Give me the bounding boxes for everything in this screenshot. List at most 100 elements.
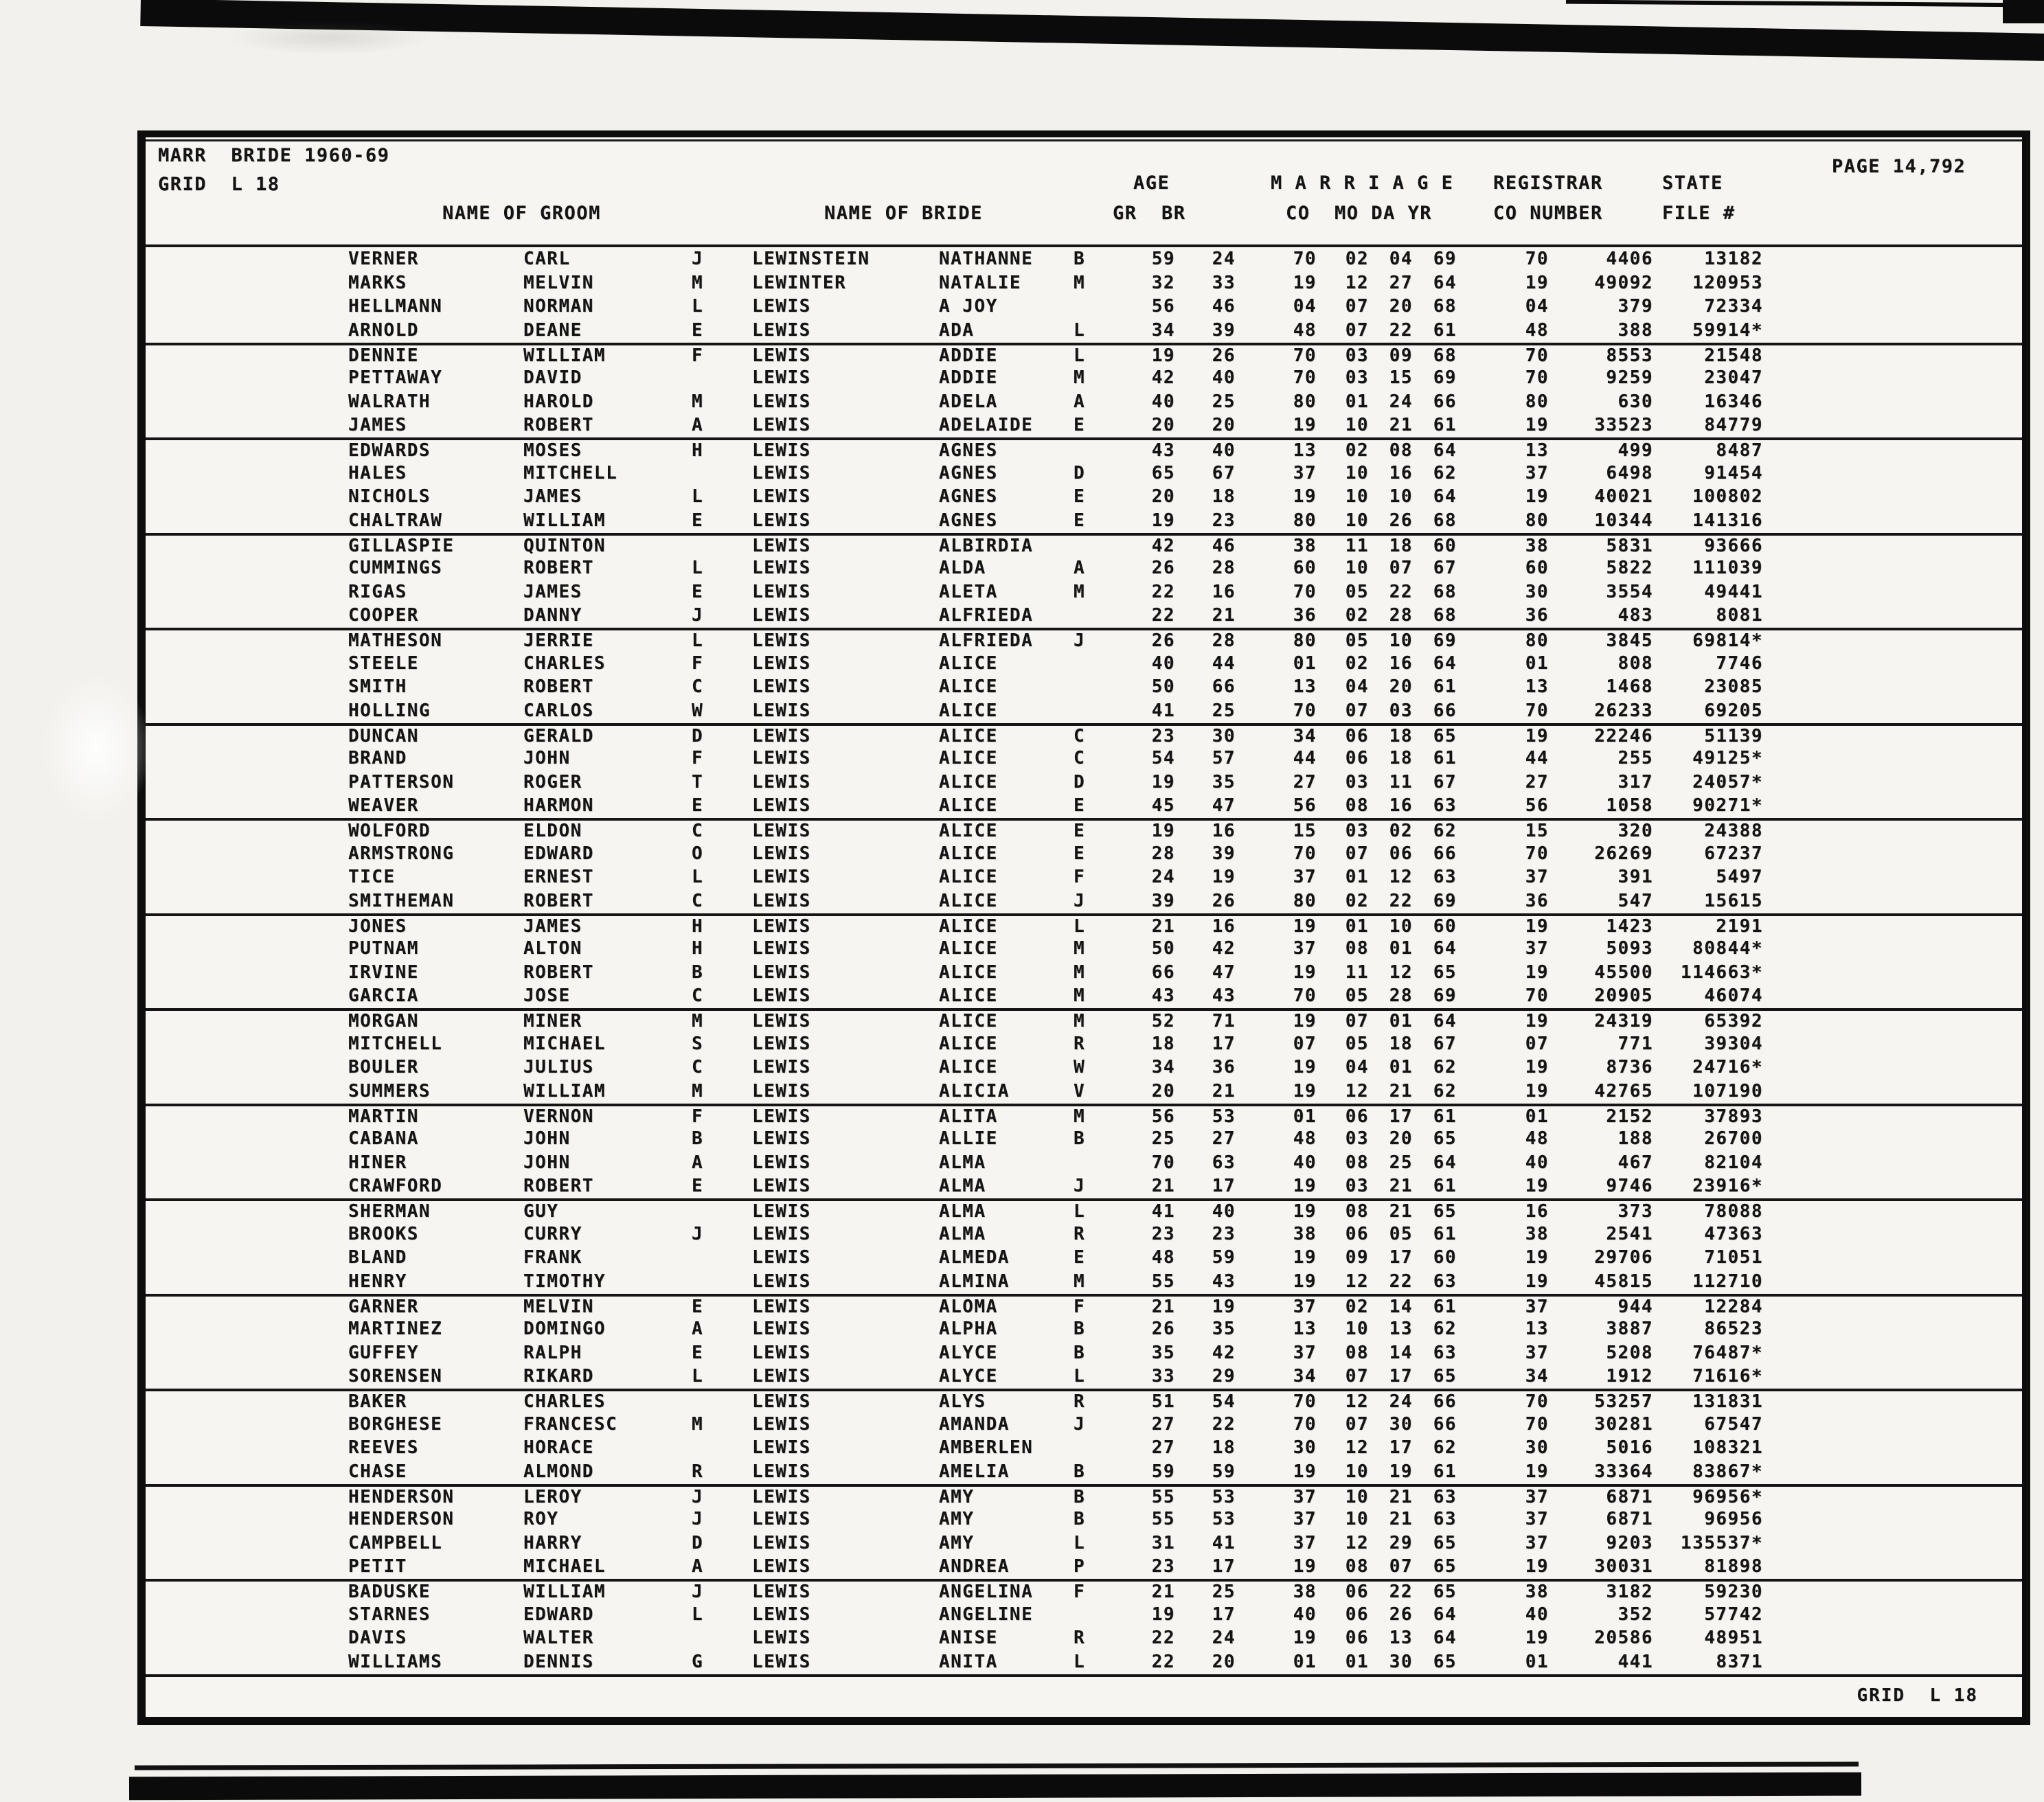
table-row: RIGAS JAMES E LEWIS ALETA M 22 16 70 05 22 68 30 3554…: [146, 580, 2022, 604]
groom-surname: PETTAWAY: [348, 367, 443, 389]
groom-middle-initial: R: [692, 1461, 704, 1482]
age-bride: 23: [1212, 510, 1236, 531]
marriage-county: 04: [1293, 296, 1317, 317]
registrar-number: 22246: [1594, 725, 1653, 746]
registrar-county: 19: [1525, 1080, 1549, 1102]
registrar-county: 36: [1525, 605, 1549, 626]
age-bride: 47: [1212, 961, 1236, 983]
bride-first-name: AGNES: [939, 440, 998, 461]
marriage-month: 11: [1345, 961, 1369, 983]
age-bride: 29: [1212, 1366, 1236, 1387]
marriage-county: 70: [1293, 1413, 1317, 1435]
groom-first-name: ROBERT: [523, 1176, 594, 1197]
marriage-county: 70: [1293, 345, 1317, 366]
registrar-county: 40: [1525, 1604, 1549, 1625]
registrar-number: 30281: [1594, 1413, 1653, 1435]
marriage-county: 37: [1293, 1342, 1317, 1363]
marriage-year: 62: [1433, 462, 1457, 483]
registrar-county: 13: [1525, 676, 1549, 698]
age-bride: 43: [1212, 985, 1236, 1007]
state-file-number: 108321: [1692, 1437, 1763, 1459]
registrar-number: 391: [1617, 867, 1653, 888]
age-bride: 43: [1212, 1270, 1236, 1292]
bride-surname: LEWIS: [752, 1486, 811, 1507]
state-file-number: 47363: [1704, 1223, 1763, 1244]
marriage-county: 38: [1293, 1223, 1317, 1244]
marriage-month: 06: [1345, 725, 1369, 746]
bride-first-name: ALMINA: [939, 1270, 1010, 1292]
marriage-day: 07: [1389, 1556, 1413, 1577]
table-row: CABANA JOHN B LEWIS ALLIE B 25 27 48 03 20 65 48 188 2…: [146, 1127, 2022, 1151]
groom-surname: BADUSKE: [348, 1582, 431, 1602]
marriage-county: 19: [1293, 1011, 1317, 1031]
bride-surname: LEWIS: [752, 1628, 811, 1649]
groom-surname: GILLASPIE: [348, 535, 455, 556]
registrar-number: 467: [1617, 1152, 1653, 1173]
marriage-county: 37: [1293, 867, 1317, 888]
marriage-year: 64: [1433, 486, 1457, 507]
marriage-day: 12: [1389, 867, 1413, 888]
marriage-county: 01: [1293, 1106, 1317, 1127]
marriage-year: 64: [1433, 1628, 1457, 1649]
age-groom: 19: [1151, 821, 1175, 841]
marriage-month: 05: [1345, 1033, 1369, 1054]
bride-first-name: ALICE: [939, 1033, 998, 1054]
marriage-year: 61: [1433, 1223, 1457, 1244]
groom-first-name: MINER: [523, 1011, 582, 1031]
groom-first-name: CHARLES: [523, 1391, 606, 1412]
marriage-year: 66: [1433, 843, 1457, 864]
marriage-county: 70: [1293, 581, 1317, 602]
bride-middle-initial: C: [1074, 725, 1086, 746]
state-file-number: 59230: [1704, 1582, 1763, 1602]
state-file-number: 49441: [1704, 581, 1763, 602]
bride-surname: LEWIS: [752, 1319, 811, 1340]
state-file-number: 7746: [1716, 652, 1763, 674]
marriage-day: 02: [1389, 821, 1413, 841]
groom-first-name: CURRY: [523, 1223, 582, 1244]
groom-surname: NICHOLS: [348, 486, 431, 507]
registrar-county: 37: [1525, 867, 1549, 888]
marriage-year: 64: [1433, 1152, 1457, 1173]
age-bride: 39: [1212, 843, 1236, 864]
bride-surname: LEWIS: [752, 1176, 811, 1197]
state-file-number: 69205: [1704, 700, 1763, 721]
marriage-county: 37: [1293, 1509, 1317, 1530]
marriage-month: 01: [1345, 867, 1369, 888]
bride-first-name: ALICE: [939, 725, 998, 746]
groom-surname: CUMMINGS: [348, 558, 443, 579]
registrar-number: 188: [1617, 1128, 1653, 1150]
table-row: STARNES EDWARD L LEWIS ANGELINE 19 17 40 06 26 64 4…: [146, 1603, 2022, 1627]
marriage-year: 60: [1433, 915, 1457, 937]
state-file-number: 114663*: [1680, 961, 1763, 983]
bride-middle-initial: R: [1074, 1033, 1086, 1054]
marriage-day: 14: [1389, 1342, 1413, 1363]
groom-middle-initial: A: [692, 1152, 704, 1173]
bride-middle-initial: J: [1074, 1413, 1086, 1435]
marriage-day: 18: [1389, 1033, 1413, 1054]
table-row: HENRY TIMOTHY LEWIS ALMINA M 55 43 19 12 22 63 19 45…: [146, 1270, 2022, 1294]
age-bride: 41: [1212, 1532, 1236, 1553]
bride-middle-initial: M: [1074, 938, 1086, 959]
groom-middle-initial: E: [692, 319, 704, 341]
groom-middle-initial: B: [692, 961, 704, 983]
groom-first-name: DENNIS: [523, 1651, 594, 1672]
marriage-month: 12: [1345, 1080, 1369, 1102]
marriage-month: 03: [1345, 367, 1369, 389]
age-bride: 36: [1212, 1057, 1236, 1078]
age-groom: 65: [1151, 462, 1175, 483]
groom-first-name: FRANK: [523, 1247, 582, 1268]
marriage-year: 64: [1433, 1011, 1457, 1031]
bride-first-name: ALMA: [939, 1201, 986, 1222]
bride-first-name: ADELAIDE: [939, 415, 1034, 436]
state-file-number: 57742: [1704, 1604, 1763, 1625]
marriage-county: 30: [1293, 1437, 1317, 1459]
bride-surname: LEWIS: [752, 821, 811, 841]
groom-first-name: MICHAEL: [523, 1556, 606, 1577]
grid-reference-footer: GRID L 18: [1856, 1685, 1978, 1706]
table-row: IRVINE ROBERT B LEWIS ALICE M 66 47 19 11 12 65 19 45…: [146, 961, 2022, 985]
registrar-number: 45500: [1594, 961, 1653, 983]
marriage-year: 60: [1433, 1247, 1457, 1268]
bride-middle-initial: M: [1074, 961, 1086, 983]
age-bride: 42: [1212, 938, 1236, 959]
groom-first-name: ALTON: [523, 938, 582, 959]
